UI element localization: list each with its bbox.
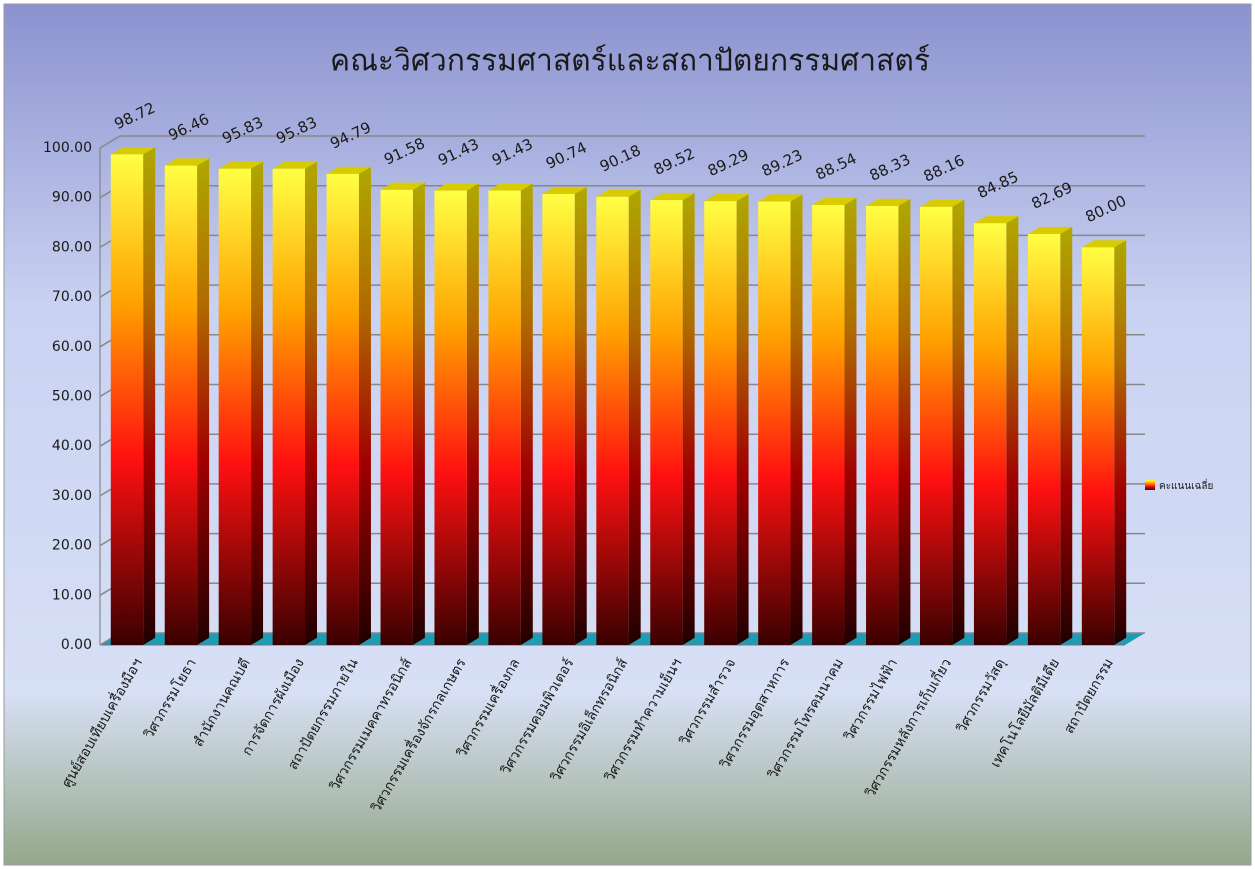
bar-top	[272, 161, 317, 169]
bar	[110, 154, 144, 645]
bar-top	[542, 186, 587, 195]
y-tick-label: 20.00	[52, 538, 92, 554]
bar	[380, 189, 413, 645]
bar	[326, 173, 359, 645]
bar-side	[628, 189, 641, 645]
bar-side	[952, 199, 965, 645]
bar-top	[488, 183, 533, 191]
bar-top	[434, 183, 479, 191]
bar-side	[1006, 216, 1019, 645]
bar-top	[164, 158, 210, 166]
y-tick-label: 60.00	[52, 339, 92, 355]
bar-side	[682, 192, 695, 645]
bar-side	[898, 198, 911, 645]
bar-top	[380, 182, 425, 190]
grid-line	[99, 135, 1145, 149]
y-tick-label: 30.00	[52, 488, 92, 504]
bar-side	[1060, 226, 1073, 646]
bar-top	[973, 216, 1019, 224]
bar	[434, 190, 467, 645]
bar-side	[574, 186, 587, 645]
bar-top	[866, 198, 911, 206]
y-tick-label: 40.00	[52, 438, 92, 454]
chart-title: คณะวิศวกรรมศาสตร์และสถาปัตยกรรมศาสตร์	[330, 44, 930, 79]
y-tick-label: 80.00	[52, 239, 92, 255]
bar	[164, 165, 198, 645]
bar-top	[704, 194, 749, 202]
bar-side	[1114, 240, 1127, 645]
bar-side	[412, 182, 425, 645]
bar-side	[251, 161, 264, 645]
bar-top	[920, 199, 965, 207]
bar	[596, 196, 629, 645]
bar	[1027, 234, 1061, 645]
bar	[973, 223, 1007, 645]
bar-top	[110, 147, 156, 155]
bar	[272, 168, 305, 645]
y-tick-label: 100.00	[43, 140, 92, 156]
bar	[866, 205, 899, 646]
bar-top	[812, 197, 857, 205]
bar	[812, 204, 845, 645]
legend-swatch	[1145, 480, 1155, 490]
y-tick-label: 70.00	[52, 289, 92, 305]
bar-side	[143, 147, 156, 645]
bar-top	[326, 166, 371, 174]
bar-side	[466, 183, 479, 646]
bar	[488, 190, 521, 645]
bar-top	[596, 189, 641, 197]
bar-top	[218, 161, 264, 169]
bar	[920, 206, 953, 646]
y-tick-label: 90.00	[52, 190, 92, 206]
y-tick-label: 10.00	[52, 587, 92, 603]
bar	[650, 200, 683, 645]
bar	[1081, 247, 1115, 645]
bar-top	[1081, 240, 1127, 248]
bar	[758, 201, 791, 645]
bar-side	[790, 194, 803, 645]
bar	[542, 194, 575, 645]
legend-label: คะแนนเฉลี่ย	[1159, 478, 1213, 492]
bar-side	[197, 158, 210, 645]
bar-top	[650, 192, 695, 201]
bar-side	[844, 197, 857, 645]
bar	[704, 201, 737, 645]
bar	[218, 168, 252, 645]
bar-side	[520, 183, 533, 646]
y-tick-label: 0.00	[61, 637, 92, 653]
bar-side	[358, 166, 371, 645]
bar-top	[1027, 226, 1073, 235]
bar-side	[305, 161, 317, 645]
bar-side	[736, 194, 749, 646]
y-tick-label: 50.00	[52, 389, 92, 405]
bar-top	[758, 194, 803, 202]
